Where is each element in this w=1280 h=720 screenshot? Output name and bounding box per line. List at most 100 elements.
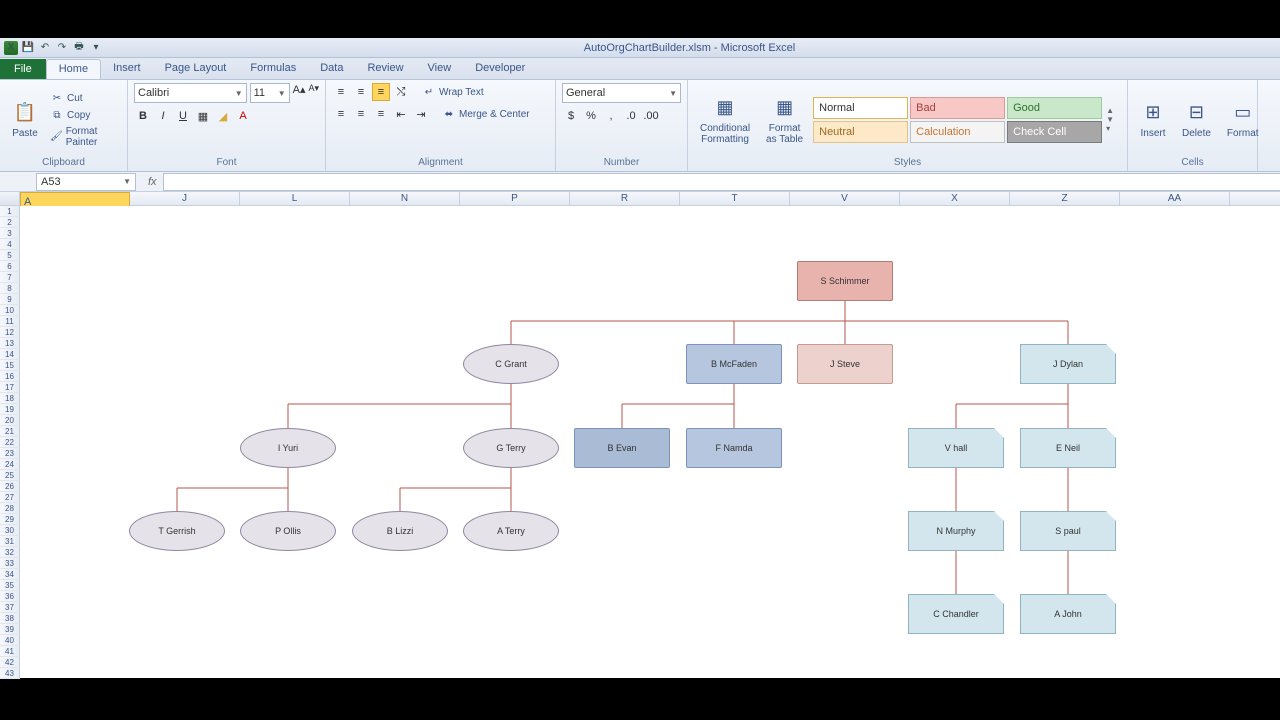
copy-button[interactable]: ⧉Copy xyxy=(48,108,121,124)
percent-icon[interactable]: % xyxy=(582,107,600,125)
row-15[interactable]: 15 xyxy=(0,360,20,371)
align-center-icon[interactable]: ≡ xyxy=(352,105,370,123)
row-42[interactable]: 42 xyxy=(0,657,20,668)
node-namda[interactable]: F Namda xyxy=(686,428,782,468)
select-all-corner[interactable] xyxy=(0,192,20,205)
format-table-button[interactable]: ▦Format as Table xyxy=(760,93,809,147)
tab-review[interactable]: Review xyxy=(355,59,415,79)
row-1[interactable]: 1 xyxy=(0,206,20,217)
indent-dec-icon[interactable]: ⇤ xyxy=(392,105,410,123)
styles-more-icon[interactable]: ▾ xyxy=(1106,124,1114,133)
row-29[interactable]: 29 xyxy=(0,514,20,525)
tab-page-layout[interactable]: Page Layout xyxy=(153,59,239,79)
shrink-font-icon[interactable]: A▾ xyxy=(308,83,319,103)
row-2[interactable]: 2 xyxy=(0,217,20,228)
name-box[interactable]: A53▼ xyxy=(36,173,136,191)
align-top-icon[interactable]: ≡ xyxy=(332,83,350,101)
row-28[interactable]: 28 xyxy=(0,503,20,514)
tab-formulas[interactable]: Formulas xyxy=(238,59,308,79)
print-icon[interactable]: 🖶 xyxy=(72,41,86,55)
tab-insert[interactable]: Insert xyxy=(101,59,153,79)
node-evan[interactable]: B Evan xyxy=(574,428,670,468)
row-23[interactable]: 23 xyxy=(0,448,20,459)
dec-dec-icon[interactable]: .00 xyxy=(642,107,660,125)
fill-color-button[interactable]: ◢ xyxy=(214,107,232,125)
cond-format-button[interactable]: ▦Conditional Formatting xyxy=(694,93,756,147)
style-calculation[interactable]: Calculation xyxy=(910,121,1005,143)
node-eneil[interactable]: E Neil xyxy=(1020,428,1116,468)
row-13[interactable]: 13 xyxy=(0,338,20,349)
node-dylan[interactable]: J Dylan xyxy=(1020,344,1116,384)
align-right-icon[interactable]: ≡ xyxy=(372,105,390,123)
tab-home[interactable]: Home xyxy=(46,59,101,79)
row-36[interactable]: 36 xyxy=(0,591,20,602)
row-38[interactable]: 38 xyxy=(0,613,20,624)
row-10[interactable]: 10 xyxy=(0,305,20,316)
style-check-cell[interactable]: Check Cell xyxy=(1007,121,1102,143)
row-16[interactable]: 16 xyxy=(0,371,20,382)
style-good[interactable]: Good xyxy=(1007,97,1102,119)
row-34[interactable]: 34 xyxy=(0,569,20,580)
italic-button[interactable]: I xyxy=(154,107,172,125)
node-steve[interactable]: J Steve xyxy=(797,344,893,384)
qat-more-icon[interactable]: ▾ xyxy=(89,41,103,55)
row-11[interactable]: 11 xyxy=(0,316,20,327)
col-Z[interactable]: Z xyxy=(1010,192,1120,205)
col-V[interactable]: V xyxy=(790,192,900,205)
delete-button[interactable]: ⊟Delete xyxy=(1176,98,1217,141)
orientation-icon[interactable]: ⤭ xyxy=(392,83,410,101)
row-43[interactable]: 43 xyxy=(0,668,20,679)
indent-inc-icon[interactable]: ⇥ xyxy=(412,105,430,123)
row-5[interactable]: 5 xyxy=(0,250,20,261)
row-39[interactable]: 39 xyxy=(0,624,20,635)
bold-button[interactable]: B xyxy=(134,107,152,125)
node-spaul[interactable]: S paul xyxy=(1020,511,1116,551)
comma-icon[interactable]: , xyxy=(602,107,620,125)
row-27[interactable]: 27 xyxy=(0,492,20,503)
paste-button[interactable]: 📋 Paste xyxy=(6,98,44,141)
row-19[interactable]: 19 xyxy=(0,404,20,415)
redo-icon[interactable]: ↷ xyxy=(55,41,69,55)
format-button[interactable]: ▭Format xyxy=(1221,98,1265,141)
col-N[interactable]: N xyxy=(350,192,460,205)
inc-dec-icon[interactable]: .0 xyxy=(622,107,640,125)
painter-button[interactable]: 🖌Format Painter xyxy=(48,125,121,149)
node-murphy[interactable]: N Murphy xyxy=(908,511,1004,551)
row-4[interactable]: 4 xyxy=(0,239,20,250)
styles-down-icon[interactable]: ▼ xyxy=(1106,115,1114,124)
row-14[interactable]: 14 xyxy=(0,349,20,360)
col-L[interactable]: L xyxy=(240,192,350,205)
col-AA[interactable]: AA xyxy=(1120,192,1230,205)
node-chandler[interactable]: C Chandler xyxy=(908,594,1004,634)
col-J[interactable]: J xyxy=(130,192,240,205)
row-37[interactable]: 37 xyxy=(0,602,20,613)
row-31[interactable]: 31 xyxy=(0,536,20,547)
row-6[interactable]: 6 xyxy=(0,261,20,272)
style-bad[interactable]: Bad xyxy=(910,97,1005,119)
node-ollis[interactable]: P Ollis xyxy=(240,511,336,551)
tab-developer[interactable]: Developer xyxy=(463,59,537,79)
row-35[interactable]: 35 xyxy=(0,580,20,591)
fx-icon[interactable]: fx xyxy=(142,176,163,188)
node-aterry[interactable]: A Terry xyxy=(463,511,559,551)
row-7[interactable]: 7 xyxy=(0,272,20,283)
row-40[interactable]: 40 xyxy=(0,635,20,646)
row-9[interactable]: 9 xyxy=(0,294,20,305)
node-mcfaden[interactable]: B McFaden xyxy=(686,344,782,384)
node-gerrish[interactable]: T Gerrish xyxy=(129,511,225,551)
font-name-select[interactable]: Calibri▼ xyxy=(134,83,247,103)
node-schimmer[interactable]: S Schimmer xyxy=(797,261,893,301)
col-T[interactable]: T xyxy=(680,192,790,205)
row-12[interactable]: 12 xyxy=(0,327,20,338)
style-neutral[interactable]: Neutral xyxy=(813,121,908,143)
align-left-icon[interactable]: ≡ xyxy=(332,105,350,123)
node-vhall[interactable]: V hall xyxy=(908,428,1004,468)
row-33[interactable]: 33 xyxy=(0,558,20,569)
wrap-button[interactable]: ↵Wrap Text xyxy=(420,84,486,100)
border-button[interactable]: ▦ xyxy=(194,107,212,125)
col-R[interactable]: R xyxy=(570,192,680,205)
number-format-select[interactable]: General▼ xyxy=(562,83,681,103)
row-3[interactable]: 3 xyxy=(0,228,20,239)
row-22[interactable]: 22 xyxy=(0,437,20,448)
row-17[interactable]: 17 xyxy=(0,382,20,393)
